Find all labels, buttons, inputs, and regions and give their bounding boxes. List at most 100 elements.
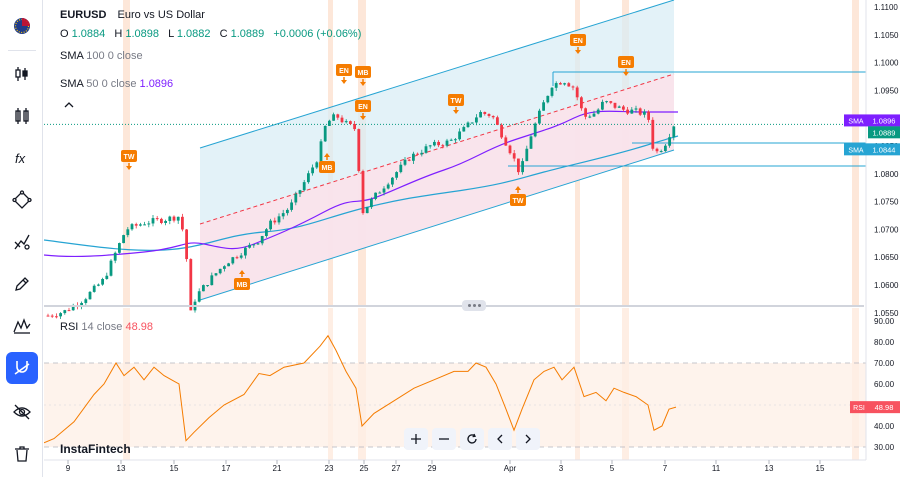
candle-body <box>235 257 239 259</box>
time-axis-tick: 27 <box>392 464 401 473</box>
flag-icon[interactable] <box>6 10 38 42</box>
scroll-left-button[interactable] <box>488 428 512 450</box>
symbol-ticker: EURUSD <box>60 9 107 21</box>
event-badge <box>121 150 137 162</box>
candle-body <box>550 87 554 96</box>
candle-body <box>609 101 613 103</box>
event-label: TW <box>451 98 462 105</box>
candle-body <box>97 284 100 286</box>
chevron-right-icon <box>525 434 531 444</box>
candle-body <box>290 202 293 210</box>
candle-body <box>424 146 428 153</box>
zoom-in-button[interactable] <box>404 428 428 450</box>
candle-body <box>323 125 327 142</box>
candle-body <box>479 112 482 118</box>
reset-button[interactable] <box>460 428 484 450</box>
fx-icon[interactable]: fx <box>6 142 38 174</box>
chevron-up-icon[interactable] <box>62 98 76 112</box>
rsi-axis-tick: 30.00 <box>874 443 895 452</box>
pencil-icon[interactable] <box>6 268 38 300</box>
price-axis-tick: 1.0700 <box>874 225 899 234</box>
rsi-name: RSI <box>60 321 79 333</box>
price-axis-tick: 1.0600 <box>874 281 899 290</box>
chart-nav-controls <box>404 428 540 450</box>
minus-icon <box>439 438 449 440</box>
rsi-legend[interactable]: RSI 14 close 48.98 <box>60 321 153 333</box>
arrow-up-icon <box>324 153 330 157</box>
candle-body <box>449 139 453 141</box>
candle-body <box>466 122 470 128</box>
candle-body <box>517 158 520 173</box>
price-axis-tick: 1.1100 <box>874 3 898 12</box>
candle-body <box>630 109 634 114</box>
close-label: C <box>219 28 228 40</box>
event-marker: EN <box>336 64 352 84</box>
candle-body <box>277 216 281 223</box>
candle-body <box>134 224 138 226</box>
candle-body <box>353 124 356 130</box>
arrow-down-icon <box>623 72 629 76</box>
candle-body <box>164 220 167 224</box>
candle-body <box>491 116 495 118</box>
candle-body <box>542 102 545 111</box>
candle-body <box>512 153 516 159</box>
symbol-description: Euro vs US Dollar <box>117 9 205 21</box>
event-marker: TW <box>448 94 464 114</box>
price-axis-tick: 1.0950 <box>874 86 899 95</box>
sma50-legend[interactable]: SMA 50 0 close 1.0896 <box>60 77 173 91</box>
event-badge <box>570 34 586 46</box>
symbol-row: EURUSD Euro vs US Dollar <box>60 8 205 22</box>
candle-body <box>634 108 638 110</box>
candle-body <box>197 291 201 302</box>
candles-icon[interactable] <box>6 58 38 90</box>
event-badge <box>448 94 464 106</box>
candle-body <box>500 124 503 138</box>
time-axis-tick: 3 <box>559 464 564 473</box>
candle-body <box>88 291 92 300</box>
reset-icon <box>467 433 477 444</box>
trash-icon[interactable] <box>6 438 38 470</box>
arrow-up-icon <box>239 270 245 274</box>
candle-body <box>210 275 214 286</box>
sma100-legend[interactable]: SMA 100 0 close <box>60 49 143 63</box>
candle-body <box>302 182 306 191</box>
candle-body <box>643 111 646 115</box>
candle-body <box>672 126 676 138</box>
candle-body <box>378 192 382 194</box>
candle-body <box>655 148 659 152</box>
candle-body <box>622 106 625 110</box>
candle-body <box>399 164 403 173</box>
event-marker: EN <box>355 100 371 120</box>
sma100-params: 100 0 close <box>86 50 143 62</box>
event-badge <box>319 161 335 173</box>
open-value: 1.0884 <box>71 28 106 40</box>
arrow-down-icon <box>453 110 459 114</box>
candle-body <box>265 229 268 236</box>
price-chart[interactable]: TW MB EN MB EN MB TW TW EN EN 1.1100 1.1050 1.1000 1… <box>44 0 900 477</box>
rsi-value: 48.98 <box>125 321 153 333</box>
candle-body <box>151 218 155 224</box>
price-axis-tick: 1.1050 <box>874 31 899 40</box>
candle-body <box>504 137 508 146</box>
candle-body <box>328 120 331 126</box>
zoom-out-button[interactable] <box>432 428 456 450</box>
pattern-icon[interactable] <box>6 310 38 342</box>
bars-icon[interactable] <box>6 100 38 132</box>
sma50-value: 1.0896 <box>139 78 174 90</box>
channel-mid-line <box>199 73 675 225</box>
candle-body <box>109 260 113 276</box>
tools-icon[interactable] <box>6 226 38 258</box>
pane-resize-handle[interactable] <box>462 300 486 311</box>
candle-body <box>189 259 193 311</box>
pane-divider[interactable] <box>44 305 864 307</box>
event-badge <box>510 194 526 206</box>
high-label: H <box>114 28 123 40</box>
chart-area[interactable]: TW MB EN MB EN MB TW TW EN EN 1.1100 1.1050 1.1000 1… <box>44 0 900 477</box>
scroll-right-button[interactable] <box>516 428 540 450</box>
candle-body <box>386 184 390 189</box>
diamond-icon[interactable] <box>6 184 38 216</box>
plus-icon <box>411 434 421 444</box>
rsi-axis-tick: 60.00 <box>874 380 895 389</box>
eye-off-icon[interactable] <box>6 396 38 428</box>
magnet-icon[interactable] <box>6 352 38 384</box>
